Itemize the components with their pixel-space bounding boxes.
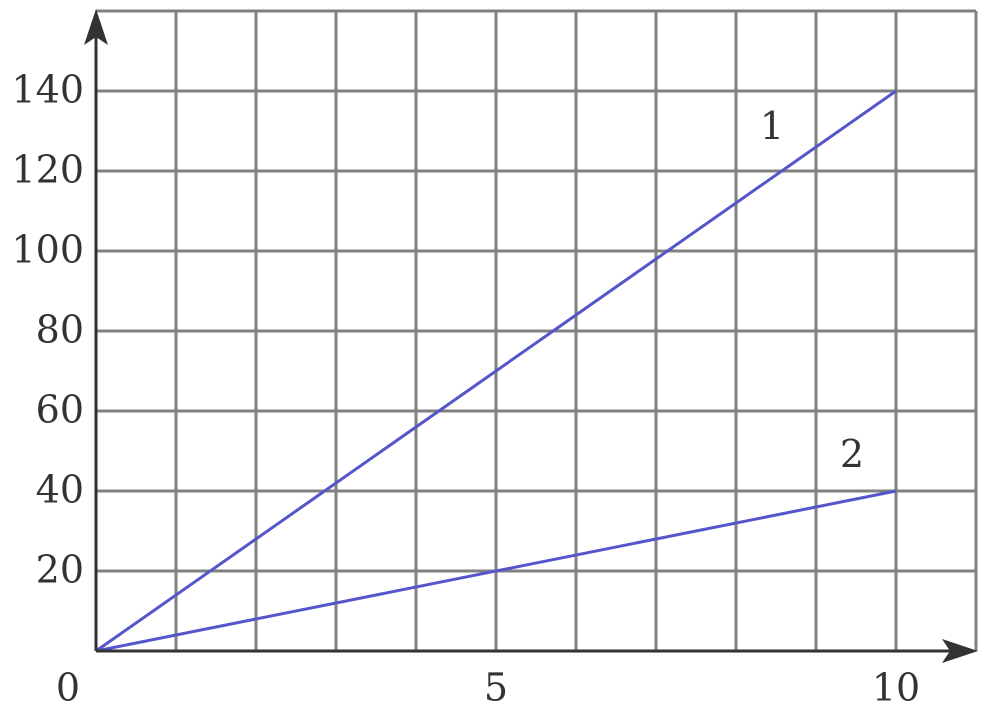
y-tick-label: 140 — [11, 68, 84, 112]
y-tick-label: 120 — [11, 148, 84, 192]
y-tick-label: 60 — [36, 388, 84, 432]
y-tick-label: 20 — [36, 548, 84, 592]
y-tick-label: 80 — [36, 308, 84, 352]
x-tick-label: 5 — [484, 666, 508, 710]
series-label: 2 — [840, 432, 864, 476]
x-tick-label: 10 — [872, 666, 920, 710]
y-axis-arrow — [84, 9, 108, 45]
x-axis-arrow — [942, 639, 978, 663]
line — [95, 489, 897, 653]
series-label: 1 — [760, 104, 784, 148]
y-tick-label: 100 — [11, 228, 84, 272]
y-tick-label: 40 — [36, 468, 84, 512]
x-tick-label: 0 — [56, 666, 80, 710]
line — [95, 89, 897, 653]
